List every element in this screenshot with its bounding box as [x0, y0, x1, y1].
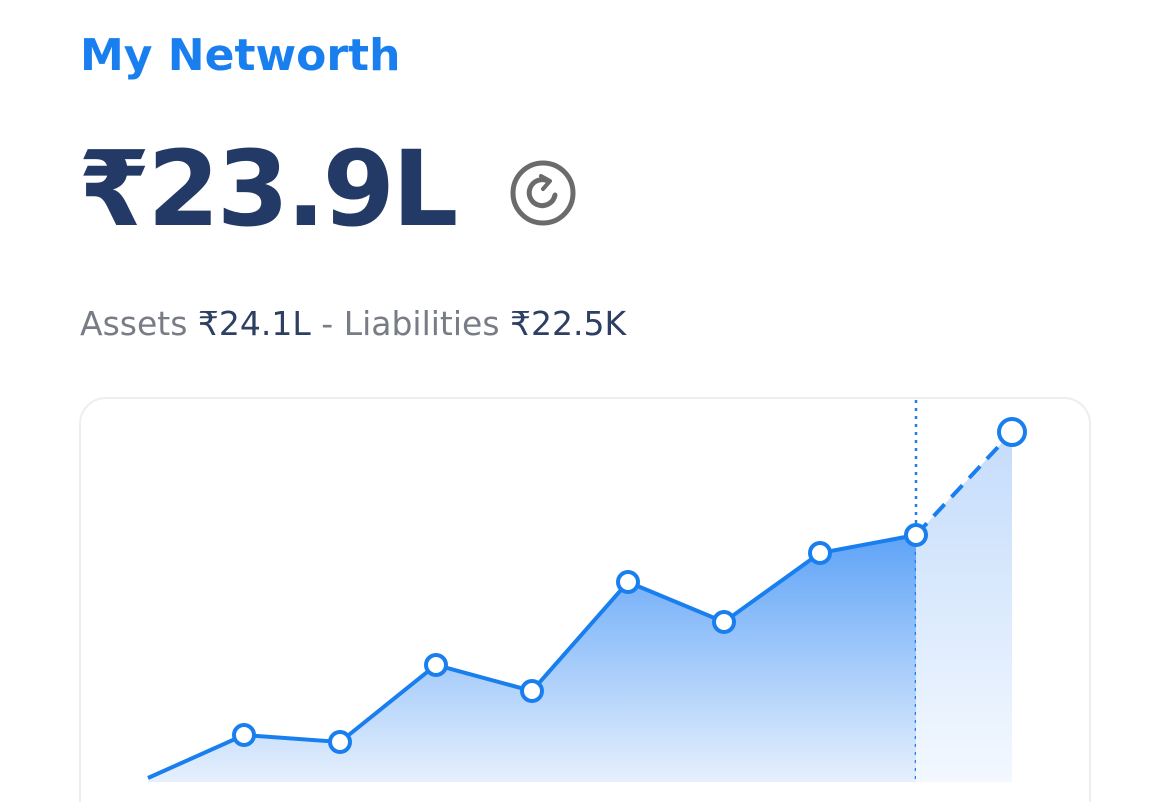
area-fill [916, 432, 1012, 782]
point [712, 610, 736, 634]
point [997, 417, 1027, 447]
point [232, 723, 256, 747]
assets-value: ₹24.1L [197, 304, 311, 343]
point [616, 570, 640, 594]
separator: - [321, 304, 334, 343]
liabilities-label: Liabilities [343, 304, 500, 343]
area-fill [148, 535, 916, 782]
point [520, 679, 544, 703]
refresh-button[interactable] [510, 160, 576, 226]
point [328, 730, 352, 754]
assets-label: Assets [80, 304, 188, 343]
networth-amount: ₹23.9L [78, 128, 458, 250]
point [904, 523, 928, 547]
point [808, 541, 832, 565]
line [914, 430, 1014, 537]
summary: Assets ₹24.1L - Liabilities ₹22.5K [80, 304, 626, 343]
page-title: My Networth [80, 30, 401, 81]
liabilities-value: ₹22.5K [510, 304, 627, 343]
point [424, 653, 448, 677]
